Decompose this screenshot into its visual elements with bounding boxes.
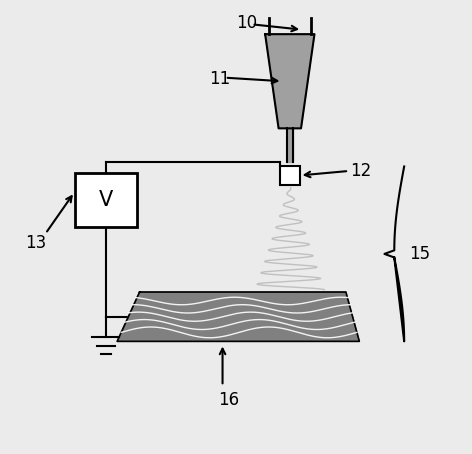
Text: 13: 13 [25, 234, 46, 252]
Text: 11: 11 [209, 70, 230, 88]
Polygon shape [117, 292, 359, 341]
Polygon shape [265, 34, 314, 128]
Text: V: V [99, 190, 113, 210]
Text: 12: 12 [350, 162, 371, 180]
Bar [75, 173, 137, 227]
Text: 10: 10 [236, 14, 257, 32]
Polygon shape [287, 128, 293, 162]
Bar [280, 166, 300, 185]
Text: 16: 16 [218, 390, 239, 409]
Text: 15: 15 [409, 245, 430, 263]
